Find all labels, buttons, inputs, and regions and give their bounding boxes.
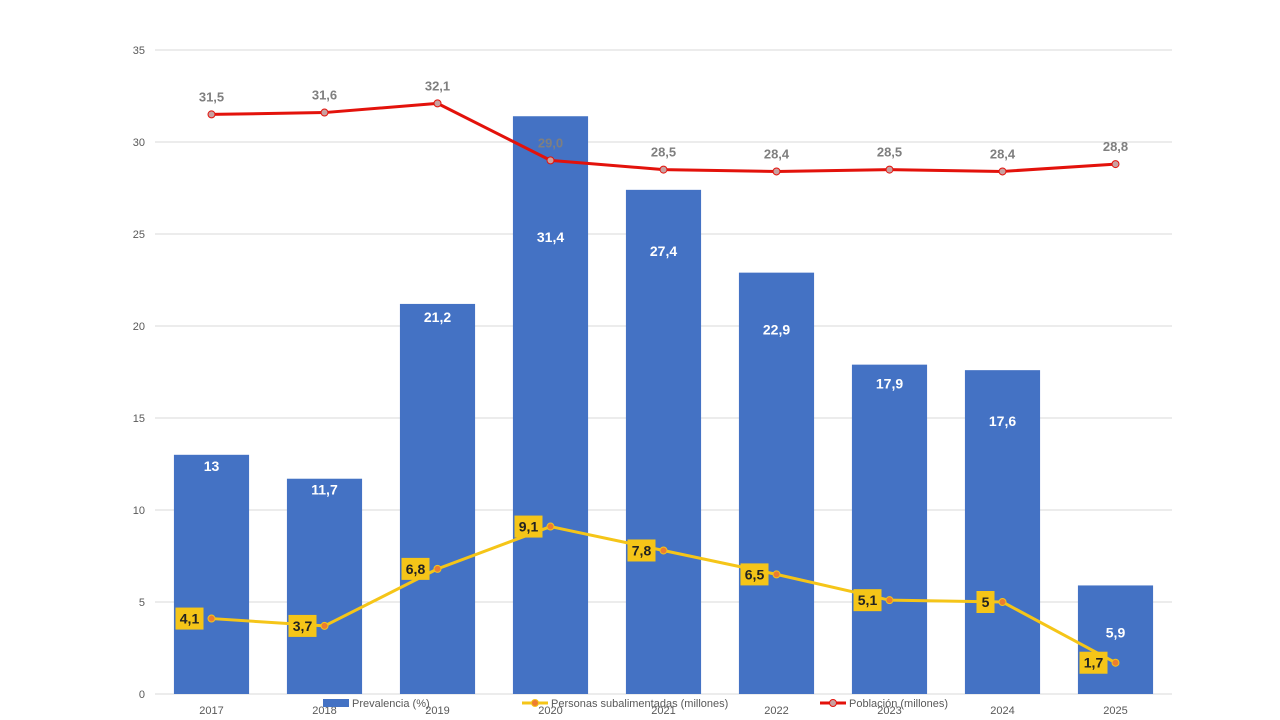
point-marker [546,156,555,165]
population-data-label: 28,8 [1103,139,1128,154]
undernourished-label-box [1079,651,1108,674]
bar-data-label: 11,7 [311,482,338,498]
undernourished-data-label: 3,7 [293,618,313,634]
x-tick-label: 2018 [312,705,336,717]
legend-marker-population [829,699,837,707]
legend-marker-undernourished [531,699,539,707]
y-tick-label: 30 [133,137,145,149]
point-marker [1111,658,1120,667]
point-marker [433,99,442,108]
undernourished-label-box [401,557,430,580]
y-tick-label: 20 [133,321,145,333]
legend: Prevalencia (%) Personas subalimentadas (… [323,698,948,710]
point-marker [998,598,1007,606]
y-tick-label: 25 [133,229,145,241]
line-data-labels: 31,5 31,6 32,1 29,0 28,5 28,4 28,5 28,4 28,8 4,1 3… [175,78,1128,674]
undernourished-data-label: 4,1 [180,611,200,627]
undernourished-label-box [740,563,769,586]
population-data-label: 29,0 [538,135,563,150]
population-data-label: 28,5 [877,145,902,160]
legend-label-undernourished: Personas subalimentadas (millones) [551,698,728,710]
population-data-label: 28,4 [990,146,1016,161]
undernourished-label-box [627,539,656,562]
bar [851,364,928,694]
x-tick-label: 2025 [1103,705,1127,717]
x-tick-label: 2024 [990,705,1014,717]
bar [964,370,1041,694]
population-data-label: 32,1 [425,78,450,93]
undernourished-label-box [853,589,882,612]
undernourished-data-label: 6,5 [745,566,765,582]
bar [625,189,702,694]
undernourished-label-box [175,607,204,630]
population-data-label: 31,6 [312,88,337,103]
undernourished-label-box [514,515,543,538]
x-tick-label: 2020 [538,705,562,717]
point-marker [207,614,216,623]
point-marker [546,522,555,531]
bar [399,303,476,694]
point-marker [207,110,216,119]
series-markers [207,99,1120,667]
y-tick-label: 10 [133,505,145,517]
bar-data-label: 27,4 [650,243,677,259]
point-marker [885,165,894,174]
undernourished-data-label: 5,1 [858,592,878,608]
y-axis-ticks: 0 5 10 15 20 25 30 35 [133,45,145,701]
point-marker [320,108,329,117]
y-tick-label: 15 [133,413,145,425]
bar [512,116,589,695]
undernourished-data-label: 7,8 [632,542,652,558]
x-tick-label: 2022 [764,705,788,717]
point-marker [659,165,668,174]
population-data-label: 28,4 [764,146,790,161]
point-marker [433,564,442,573]
bar-data-label: 17,9 [876,376,903,392]
undernourished-data-label: 9,1 [519,519,539,535]
legend-swatch-prevalence [323,699,349,707]
point-marker [772,570,781,579]
point-marker [998,167,1007,176]
x-tick-label: 2023 [877,705,901,717]
bar [173,454,250,694]
bar [1077,585,1154,694]
undernourished-label-box [976,591,995,613]
y-tick-label: 5 [139,597,145,609]
population-data-label: 31,5 [199,89,224,104]
point-marker [772,167,781,176]
legend-label-population: Población (millones) [849,698,948,710]
bar [738,272,815,694]
bar-data-label: 5,9 [1106,624,1126,640]
bar [286,478,363,694]
x-tick-label: 2019 [425,705,449,717]
population-data-label: 28,5 [651,145,676,160]
y-tick-label: 35 [133,45,145,57]
y-tick-label: 0 [139,689,145,701]
undernourished-data-label: 1,7 [1084,655,1104,671]
point-marker [1111,160,1120,169]
prevalence-bar-labels: 13 11,7 21,2 31,4 27,4 22,9 17,9 17,6 5,9 [204,229,1126,640]
bar-data-label: 21,2 [424,309,451,325]
bar-data-label: 31,4 [537,229,564,245]
population-line [211,101,1116,173]
legend-label-prevalence: Prevalencia (%) [352,698,430,710]
prevalence-bars [173,116,1154,695]
point-marker [659,546,668,555]
x-tick-label: 2017 [199,705,223,717]
x-axis-ticks: 2017 2018 2019 2020 2021 2022 2023 2024 2025 [199,705,1127,717]
point-marker [320,621,329,630]
undernourished-data-label: 6,8 [406,561,426,577]
undernourished-data-label: 5 [982,594,990,610]
x-tick-label: 2021 [651,705,675,717]
bar-data-label: 13 [204,458,220,474]
bar-data-label: 17,6 [989,413,1016,429]
undernourished-label-box [288,614,317,637]
point-marker [885,596,894,605]
bar-data-label: 22,9 [763,322,790,338]
